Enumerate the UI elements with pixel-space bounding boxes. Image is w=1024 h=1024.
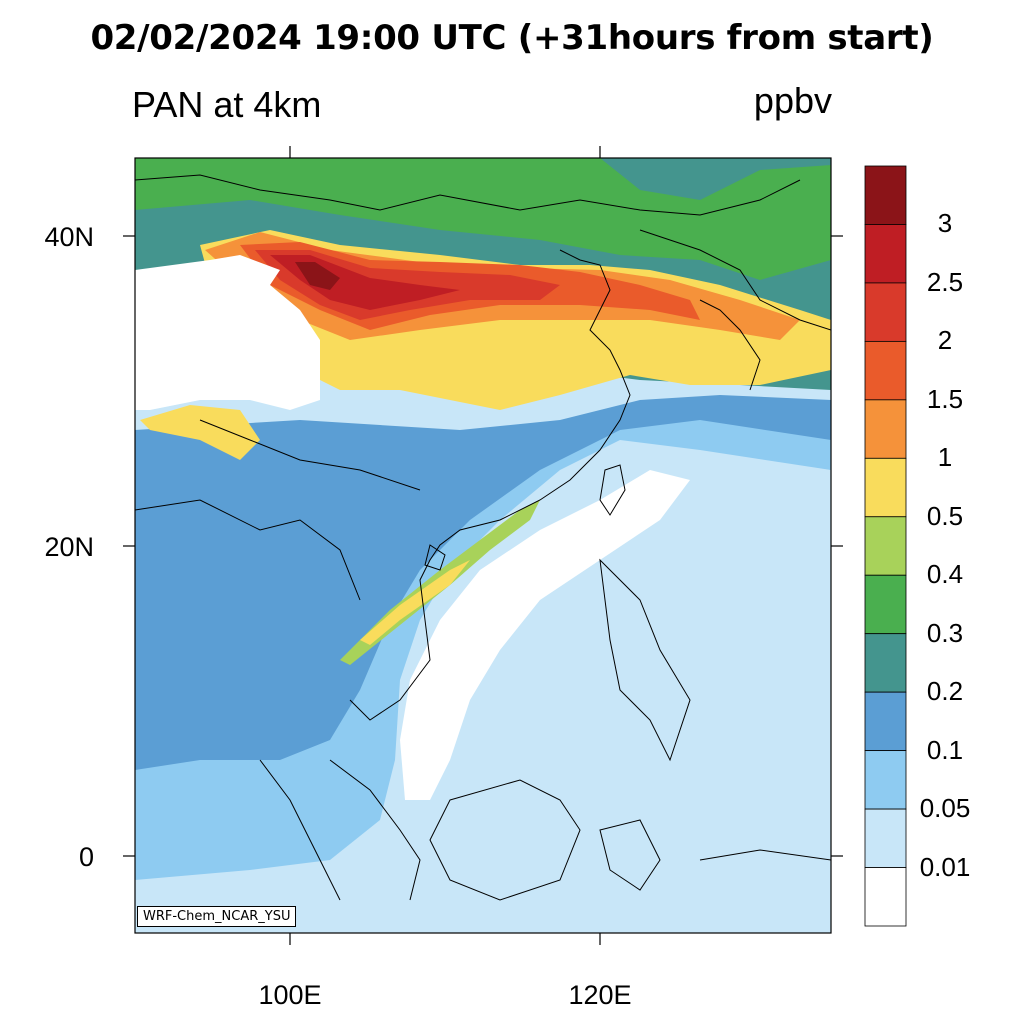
lat-label-40n: 40N [44, 222, 94, 252]
model-credit: WRF-Chem_NCAR_YSU [137, 906, 297, 927]
colorbar-label: 0.3 [926, 617, 964, 648]
colorbar-label: 0.1 [926, 734, 964, 765]
colorbar-swatch [864, 399, 907, 459]
colorbar-swatch [864, 457, 907, 518]
field-3.0 [295, 262, 340, 290]
colorbar-swatch [864, 282, 907, 342]
colorbar-swatch [864, 691, 907, 752]
colorbar-swatch [864, 808, 907, 868]
colorbar-label: 0.4 [926, 559, 964, 590]
colorbar-label: 1.5 [926, 383, 964, 414]
units-label: ppbv [753, 80, 832, 121]
concentration-field [135, 158, 831, 933]
colorbar-swatch [864, 867, 907, 927]
colorbar-swatch [864, 516, 907, 576]
colorbar-swatch [864, 340, 907, 401]
colorbar-label: 0.5 [926, 500, 964, 531]
colorbar-label: 2.5 [926, 266, 964, 297]
colorbar-label: 0.01 [919, 851, 971, 882]
lat-label-20n: 20N [44, 532, 94, 562]
colorbar-label: 3 [937, 208, 953, 239]
field-0.5-southwest [140, 405, 260, 460]
colorbar-label: 0.2 [926, 676, 964, 707]
colorbar-swatch [864, 633, 907, 693]
colorbar-swatch [864, 750, 907, 810]
lon-label-120e: 120E [568, 980, 632, 1010]
field-0.1 [135, 395, 831, 770]
colorbar-label: 2 [937, 325, 953, 356]
field-tonkin-core [360, 560, 470, 645]
colorbar-label: 1 [937, 442, 953, 473]
field-0.3 [135, 158, 831, 280]
field-clean [400, 470, 690, 800]
axis-ticks [123, 146, 843, 945]
lon-label-100e: 100E [258, 980, 322, 1010]
coastlines [135, 174, 831, 901]
variable-label: PAN at 4km [132, 84, 322, 125]
lat-label-0: 0 [78, 842, 94, 872]
colorbar-label: 0.05 [919, 793, 971, 824]
colorbar-swatch [864, 574, 907, 635]
colorbar-swatch [864, 165, 907, 225]
colorbar-swatch [864, 224, 907, 284]
field-missing [135, 255, 320, 410]
colorbar [864, 165, 907, 927]
map-title: 02/02/2024 19:00 UTC (+31hours from star… [90, 18, 934, 58]
